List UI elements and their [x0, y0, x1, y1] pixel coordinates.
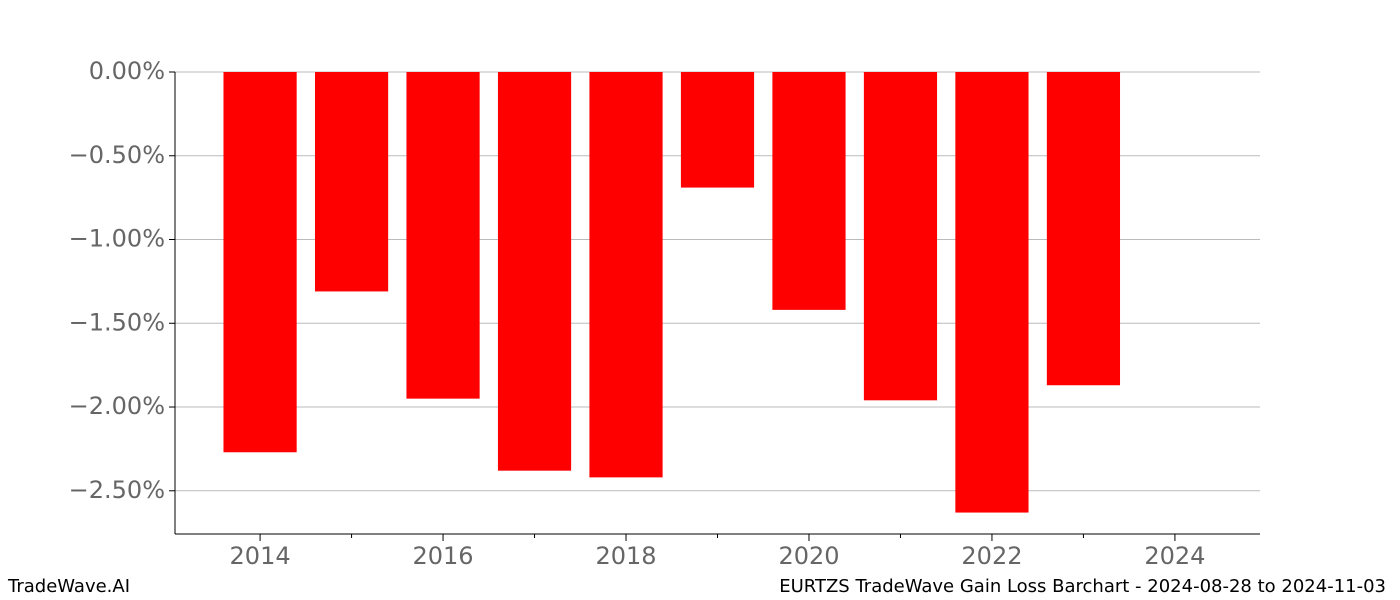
bar	[497, 72, 572, 471]
bar	[772, 72, 846, 310]
bar	[863, 72, 938, 401]
bar	[406, 72, 480, 399]
y-tick-label: −2.00%	[69, 392, 165, 420]
x-tick-label: 2024	[1144, 542, 1205, 570]
x-tick-label: 2014	[230, 542, 291, 570]
y-tick-label: 0.00%	[89, 57, 165, 85]
y-tick-label: −2.50%	[69, 476, 165, 504]
bar	[314, 72, 389, 292]
y-tick-label: −1.00%	[69, 225, 165, 253]
watermark: TradeWave.AI	[7, 576, 130, 597]
x-tick-label: 2018	[595, 542, 656, 570]
bar	[589, 72, 663, 478]
bar	[955, 72, 1029, 513]
chart-title: EURTZS TradeWave Gain Loss Barchart - 20…	[779, 576, 1386, 597]
bar	[1046, 72, 1121, 386]
bar	[680, 72, 755, 188]
bar	[223, 72, 297, 453]
x-tick-label: 2022	[961, 542, 1022, 570]
y-tick-label: −1.50%	[69, 308, 165, 336]
x-tick-label: 2020	[778, 542, 839, 570]
x-tick-label: 2016	[413, 542, 474, 570]
y-tick-label: −0.50%	[69, 141, 165, 169]
